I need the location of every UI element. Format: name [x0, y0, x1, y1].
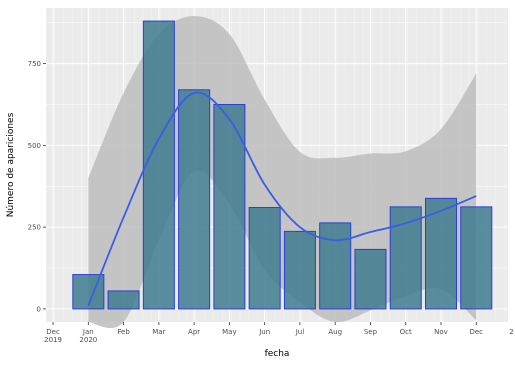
bar-jul	[283, 230, 316, 310]
y-axis-title: Número de apariciones	[6, 112, 16, 217]
bar-dec	[460, 206, 493, 310]
x-tick-label: 2	[509, 328, 513, 336]
bar-nov	[424, 197, 458, 310]
bar-jun	[248, 207, 281, 310]
x-tick-label: Jan	[82, 328, 94, 336]
x-tick-label-year: 2019	[44, 336, 62, 344]
x-tick-label: Nov	[434, 328, 448, 336]
y-tick-label: 750	[28, 60, 41, 68]
x-tick-label: Dec	[469, 328, 483, 336]
x-tick-label: Apr	[188, 328, 200, 336]
bar-aug	[319, 222, 352, 310]
bar-mar	[142, 20, 175, 310]
x-tick-label: Mar	[152, 328, 165, 336]
x-tick-label: May	[222, 328, 236, 336]
x-tick-label: Dec	[46, 328, 60, 336]
y-tick-label: 0	[37, 305, 41, 313]
x-tick-label: Jun	[258, 328, 270, 336]
bars	[72, 20, 493, 310]
bar-oct	[389, 206, 422, 310]
x-tick-label: Sep	[364, 328, 378, 336]
x-tick-label: Aug	[328, 328, 342, 336]
smooth-line	[87, 91, 477, 306]
y-tick-label: 500	[28, 142, 41, 150]
y-tick-label: 250	[28, 224, 41, 232]
bar-sep	[354, 248, 387, 310]
x-tick-label: Feb	[117, 328, 130, 336]
bar-may	[213, 103, 246, 310]
bar-apr	[178, 89, 211, 310]
y-axis-ticks: 0 250 500 750	[28, 60, 46, 313]
x-tick-label: Jul	[295, 328, 305, 336]
x-tick-label-year: 2020	[79, 336, 97, 344]
x-axis-title: fecha	[265, 349, 290, 359]
bar-feb	[107, 290, 140, 310]
x-tick-label: Oct	[400, 328, 412, 336]
